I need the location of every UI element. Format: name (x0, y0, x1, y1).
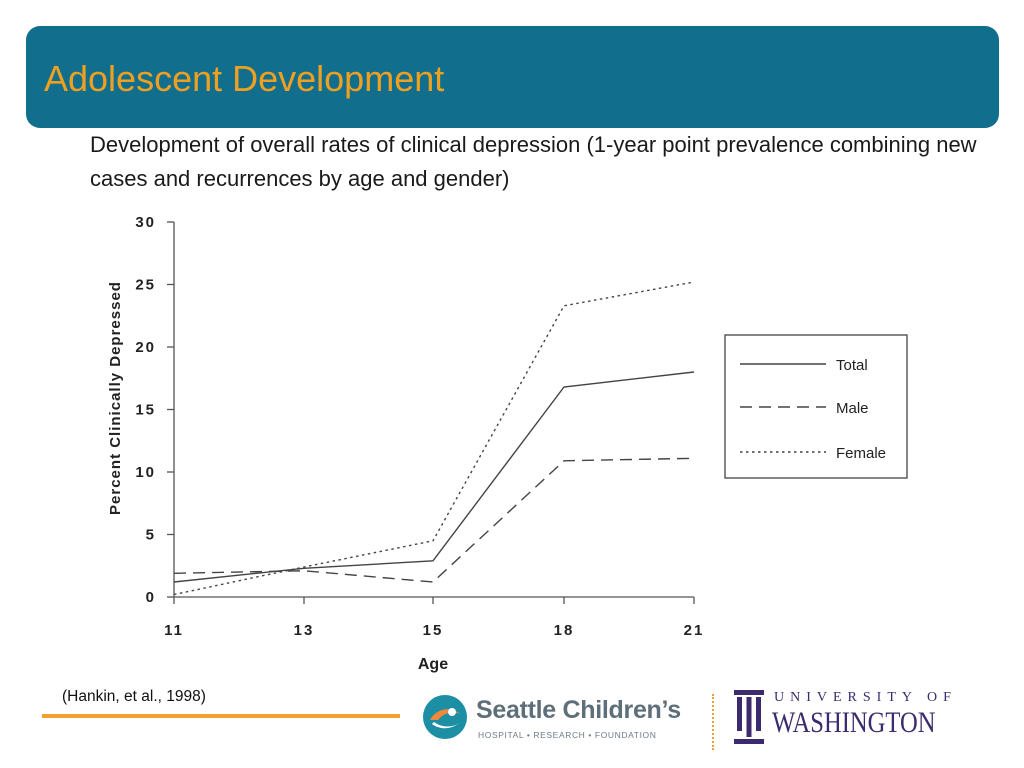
legend-label-total: Total (836, 357, 868, 374)
y-tick-label: 25 (135, 277, 156, 294)
seattle-childrens-icon (423, 695, 467, 739)
y-axis-label: Percent Clinically Depressed (107, 281, 124, 515)
legend-label-female: Female (836, 445, 886, 462)
x-axis-label: Age (418, 656, 448, 673)
chart-axes: 0 5 10 15 20 25 30 11 13 15 18 21 Age Percent Clinica… (107, 214, 705, 673)
uw-logo: UNIVERSITY OF WASHINGTON (734, 688, 951, 748)
seattle-childrens-logo: Seattle Children’s HOSPITAL • RESEARCH •… (420, 694, 700, 750)
series-line-total (173, 371, 695, 583)
y-tick-label: 5 (146, 527, 156, 544)
slide-title: Adolescent Development (44, 58, 445, 99)
seattle-childrens-name: Seattle Children’s (476, 696, 681, 724)
logo-divider (712, 694, 714, 750)
legend-label-male: Male (836, 400, 869, 417)
x-tick-label: 18 (554, 622, 575, 639)
uw-name-line1: UNIVERSITY OF (774, 690, 957, 705)
y-tick-label: 0 (146, 589, 156, 606)
uw-name-line2: WASHINGTON (772, 706, 936, 739)
x-tick-label: 15 (423, 622, 444, 639)
y-tick-label: 20 (135, 339, 156, 356)
slide-subtitle: Development of overall rates of clinical… (90, 132, 977, 191)
title-banner (26, 26, 999, 128)
chart-legend: Total Male Female (724, 334, 908, 479)
chart-series (173, 281, 695, 596)
uw-column-icon (734, 690, 764, 744)
series-line-male (173, 457, 695, 583)
series-line-female (173, 281, 695, 596)
y-tick-label: 30 (135, 214, 156, 231)
y-tick-label: 10 (135, 464, 156, 481)
x-tick-label: 11 (164, 622, 184, 639)
y-tick-label: 15 (135, 402, 156, 419)
seattle-childrens-tagline: HOSPITAL • RESEARCH • FOUNDATION (478, 730, 657, 740)
x-tick-label: 13 (294, 622, 315, 639)
citation: (Hankin, et al., 1998) (62, 688, 206, 705)
citation-rule (42, 714, 400, 718)
x-tick-label: 21 (684, 622, 705, 639)
